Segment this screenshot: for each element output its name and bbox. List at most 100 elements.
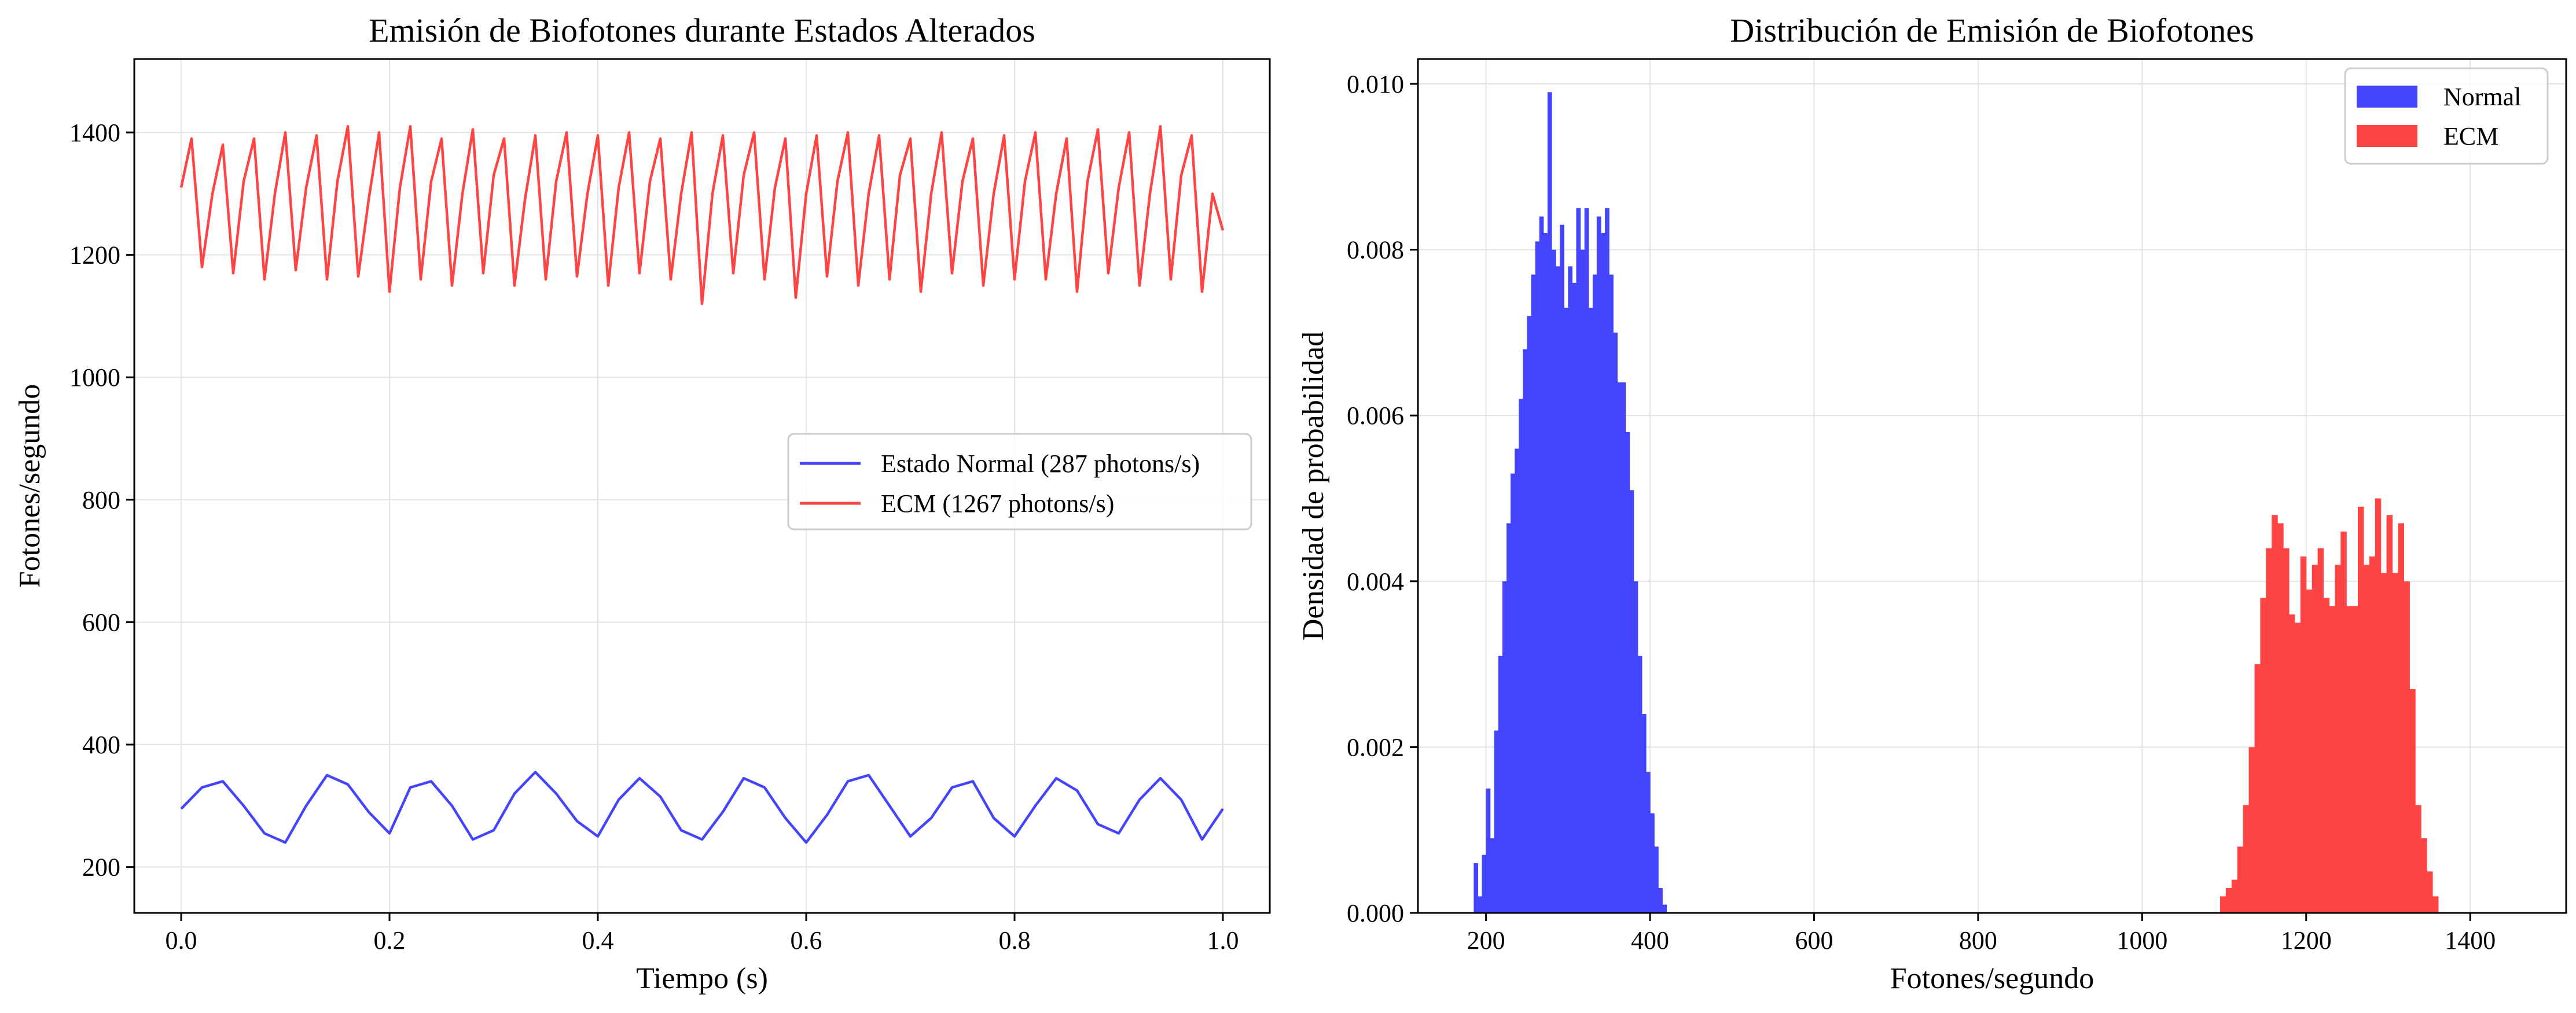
line-chart-x-ticks: 0.0 0.2 0.4 0.6 0.8 1.0: [166, 913, 1239, 955]
histogram-bar-normal: [1641, 714, 1647, 913]
y-tick-label: 0.008: [1347, 236, 1404, 264]
histogram-bar-ecm: [2294, 622, 2301, 913]
y-tick-label: 1000: [69, 363, 120, 392]
histogram-bar-normal: [1592, 274, 1597, 913]
histogram-bar-normal: [1519, 399, 1523, 913]
legend-label-ecm-hist: ECM: [2443, 122, 2498, 150]
histogram-chart-plot-frame: [1417, 58, 2567, 914]
histogram-chart-title: Distribución de Emisión de Biofotones: [1730, 12, 2254, 49]
y-tick-label: 0.000: [1347, 899, 1404, 927]
histogram-bar-normal: [1543, 233, 1548, 913]
histogram-bar-normal: [1511, 473, 1515, 913]
y-tick-label: 0.002: [1347, 733, 1404, 761]
histogram-bar-normal: [1596, 216, 1601, 913]
histogram-bar-normal: [1617, 382, 1622, 913]
line-chart-legend: Estado Normal (287 photons/s) ECM (1267 …: [787, 433, 1252, 531]
x-tick-label: 400: [1631, 926, 1669, 955]
x-tick-label: 600: [1795, 926, 1833, 955]
histogram-bar-normal: [1633, 581, 1638, 913]
y-tick-label: 200: [82, 853, 120, 882]
histogram-chart-legend: Normal ECM: [2344, 67, 2549, 165]
histogram-bar-ecm: [2220, 896, 2226, 913]
histogram-bar-ecm: [2260, 598, 2266, 913]
series-line-normal: [180, 771, 1224, 844]
histogram-bar-ecm: [2375, 498, 2382, 913]
histogram-bar-ecm: [2225, 888, 2232, 913]
histogram-bar-ecm: [2329, 606, 2335, 913]
histogram-bar-ecm: [2409, 689, 2416, 913]
legend-swatch-normal-hist: [2357, 86, 2417, 108]
x-tick-label: 1.0: [1207, 926, 1239, 955]
histogram-bar-ecm: [2237, 846, 2244, 913]
y-tick-label: 0.010: [1347, 70, 1404, 98]
histogram-bar-normal: [1637, 655, 1642, 913]
histogram-chart: Distribución de Emisión de Biofotones 20…: [1297, 12, 2567, 995]
histogram-bar-normal: [1605, 208, 1609, 913]
histogram-bar-ecm: [2266, 548, 2272, 913]
line-chart-legend-box: [787, 433, 1252, 531]
histogram-bar-normal: [1609, 274, 1614, 913]
histogram-bar-ecm: [2346, 606, 2353, 913]
histogram-bar-ecm: [2289, 614, 2295, 913]
histogram-bar-ecm: [2254, 664, 2261, 913]
y-tick-label: 0.006: [1347, 401, 1404, 430]
histogram-bar-normal: [1556, 266, 1560, 913]
histogram-bar-ecm: [2392, 573, 2399, 913]
histogram-bar-ecm: [2248, 747, 2255, 913]
histogram-bar-normal: [1486, 789, 1491, 913]
histogram-bar-normal: [1629, 490, 1634, 913]
histogram-bar-normal: [1560, 224, 1564, 913]
line-chart-y-axis-label: Fotones/segundo: [13, 384, 46, 588]
y-tick-label: 800: [82, 486, 120, 514]
histogram-bar-normal: [1650, 813, 1655, 913]
histogram-bar-ecm: [2317, 548, 2324, 913]
x-tick-label: 800: [1959, 926, 1997, 955]
histogram-bar-ecm: [2323, 598, 2329, 913]
histogram-chart-y-axis-label: Densidad de probabilidad: [1297, 331, 1330, 640]
line-chart-x-axis-label: Tiempo (s): [636, 962, 768, 995]
line-chart-y-ticks: 200 400 600 800 1000 1200 1400: [69, 119, 134, 882]
histogram-bar-ecm: [2398, 523, 2404, 913]
histogram-bar-ecm: [2340, 531, 2347, 913]
histogram-bar-ecm: [2283, 548, 2290, 913]
histogram-bar-ecm: [2386, 515, 2393, 913]
histogram-bar-ecm: [2421, 838, 2427, 913]
histogram-bar-ecm: [2306, 590, 2313, 913]
histogram-bar-normal: [1621, 382, 1626, 913]
histogram-bar-ecm: [2352, 606, 2358, 913]
histogram-bar-ecm: [2231, 879, 2238, 913]
histogram-bar-normal: [1473, 863, 1479, 913]
line-chart-series: [179, 125, 1225, 844]
histogram-bar-ecm: [2312, 565, 2318, 913]
y-tick-label: 600: [82, 608, 120, 636]
histogram-bar-ecm: [2369, 556, 2376, 913]
line-chart-plot-frame: [133, 58, 1271, 914]
histogram-bar-ecm: [2380, 573, 2387, 913]
histogram-bar-ecm: [2300, 556, 2307, 913]
histogram-bar-normal: [1658, 888, 1663, 913]
histogram-bar-ecm: [2404, 581, 2410, 913]
x-tick-label: 0.8: [999, 926, 1031, 955]
histogram-bar-normal: [1588, 307, 1593, 913]
histogram-bar-normal: [1531, 274, 1536, 913]
x-tick-label: 1400: [2445, 926, 2496, 955]
histogram-bar-normal: [1584, 208, 1589, 913]
histogram-bar-normal: [1482, 854, 1487, 913]
histogram-chart-bars: [1473, 92, 2439, 913]
legend-label-ecm: ECM (1267 photons/s): [881, 489, 1114, 518]
y-tick-label: 400: [82, 731, 120, 759]
histogram-bar-normal: [1535, 241, 1540, 913]
y-tick-label: 1400: [69, 119, 120, 147]
histogram-bar-normal: [1576, 208, 1581, 913]
histogram-bar-normal: [1515, 448, 1519, 913]
x-tick-label: 1000: [2116, 926, 2167, 955]
histogram-bar-normal: [1568, 266, 1572, 913]
histogram-chart-x-axis-label: Fotones/segundo: [1890, 962, 2094, 995]
line-chart-title: Emisión de Biofotones durante Estados Al…: [369, 12, 1035, 49]
x-tick-label: 1200: [2281, 926, 2332, 955]
histogram-bar-ecm: [2364, 565, 2370, 913]
histogram-bar-normal: [1523, 349, 1528, 913]
histogram-bar-ecm: [2272, 515, 2278, 913]
